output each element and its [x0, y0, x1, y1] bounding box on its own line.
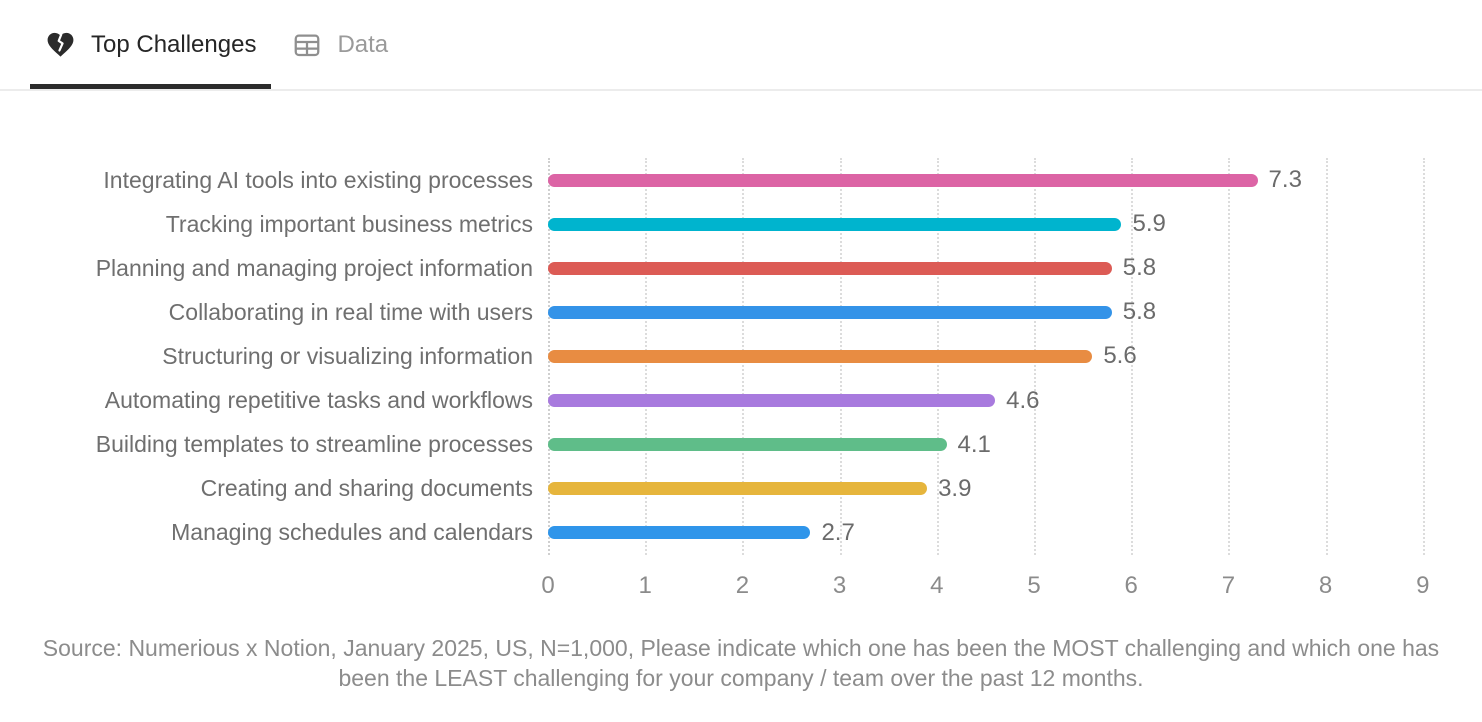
bar[interactable]	[548, 349, 1093, 363]
chart-row: Automating repetitive tasks and workflow…	[0, 378, 1482, 422]
x-tick-label: 1	[638, 571, 652, 599]
gridline	[1228, 158, 1231, 555]
chart-row: Managing schedules and calendars 2.7	[0, 511, 1482, 555]
bar-track: 4.6	[548, 386, 1482, 414]
value-label: 5.9	[1132, 210, 1166, 238]
table-icon	[292, 30, 322, 60]
x-axis: 0 1 2 3 4 5 6 7 8 9	[0, 571, 1482, 603]
value-label: 7.3	[1268, 166, 1302, 194]
category-label: Planning and managing project informatio…	[95, 254, 533, 281]
x-tick-label: 5	[1027, 571, 1041, 599]
category-label: Automating repetitive tasks and workflow…	[104, 387, 533, 414]
value-label: 2.7	[821, 518, 855, 546]
bar-track: 5.8	[548, 256, 1482, 280]
category-label: Integrating AI tools into existing proce…	[103, 166, 533, 193]
chart-row: Planning and managing project informatio…	[0, 246, 1482, 290]
chart-rows: Integrating AI tools into existing proce…	[0, 158, 1482, 555]
value-label: 5.8	[1122, 298, 1157, 326]
category-label: Building templates to streamline process…	[95, 431, 533, 458]
tab-label: Top Challenges	[91, 30, 257, 58]
bar[interactable]	[548, 482, 928, 496]
tab-top-challenges[interactable]: Top Challenges	[30, 0, 272, 89]
chart-row: Building templates to streamline process…	[0, 423, 1482, 467]
chart-row: Integrating AI tools into existing proce…	[0, 158, 1482, 202]
bar[interactable]	[548, 261, 1112, 275]
source-note: Source: Numerious x Notion, January 2025…	[42, 634, 1440, 692]
category-label: Creating and sharing documents	[200, 475, 533, 502]
bar-track: 5.6	[548, 344, 1482, 368]
x-tick-label: 4	[930, 571, 944, 599]
chart-row: Collaborating in real time with users 5.8	[0, 290, 1482, 334]
x-tick-label: 6	[1124, 571, 1138, 599]
value-label: 4.6	[1006, 386, 1040, 414]
bar-track: 2.7	[548, 518, 1482, 546]
bar-track: 4.1	[548, 430, 1482, 458]
value-label: 4.1	[957, 430, 991, 458]
category-label: Managing schedules and calendars	[171, 519, 533, 546]
value-label: 5.8	[1122, 254, 1157, 282]
gridline	[1325, 158, 1328, 555]
chart-row: Structuring or visualizing information 5.…	[0, 334, 1482, 378]
x-tick-label: 3	[832, 571, 847, 599]
broken-heart-icon	[45, 29, 76, 60]
x-tick-label: 2	[735, 571, 750, 599]
chart-row: Tracking important business metrics 5.9	[0, 202, 1482, 246]
bar-track: 5.8	[548, 300, 1482, 324]
value-label: 5.6	[1103, 342, 1137, 370]
bar[interactable]	[548, 173, 1258, 187]
bar[interactable]	[548, 526, 811, 540]
category-label: Structuring or visualizing information	[162, 342, 533, 369]
tab-bar: Top Challenges Data	[0, 0, 1482, 91]
x-tick-label: 9	[1416, 571, 1430, 599]
bar-chart: Integrating AI tools into existing proce…	[0, 158, 1482, 603]
x-tick-label: 7	[1221, 571, 1236, 599]
gridline	[1131, 158, 1134, 555]
gridline	[1422, 158, 1425, 555]
category-label: Tracking important business metrics	[165, 210, 533, 237]
tab-data[interactable]: Data	[277, 0, 403, 89]
bar-track: 3.9	[548, 474, 1482, 502]
bar[interactable]	[548, 217, 1122, 231]
bar[interactable]	[548, 305, 1112, 319]
tab-label: Data	[337, 30, 389, 58]
value-label: 3.9	[938, 474, 972, 502]
bar[interactable]	[548, 394, 996, 408]
chart-row: Creating and sharing documents 3.9	[0, 467, 1482, 511]
x-tick-label: 8	[1318, 571, 1333, 599]
bar[interactable]	[548, 438, 947, 452]
category-label: Collaborating in real time with users	[168, 298, 533, 325]
bar-track: 7.3	[548, 168, 1482, 192]
x-tick-label: 0	[541, 571, 555, 599]
bar-track: 5.9	[548, 212, 1482, 236]
